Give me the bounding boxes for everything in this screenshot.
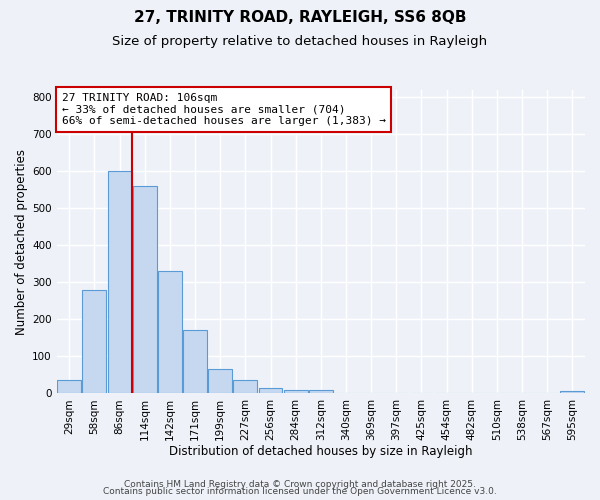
Bar: [57, 380, 81, 394]
Bar: [284, 390, 308, 394]
Bar: [233, 380, 257, 394]
Text: Contains public sector information licensed under the Open Government Licence v3: Contains public sector information licen…: [103, 488, 497, 496]
Bar: [208, 370, 232, 394]
Bar: [158, 272, 182, 394]
Bar: [183, 330, 207, 394]
Bar: [82, 290, 106, 394]
Bar: [133, 186, 157, 394]
Bar: [259, 388, 283, 394]
Text: Contains HM Land Registry data © Crown copyright and database right 2025.: Contains HM Land Registry data © Crown c…: [124, 480, 476, 489]
Bar: [560, 392, 584, 394]
Y-axis label: Number of detached properties: Number of detached properties: [15, 148, 28, 334]
X-axis label: Distribution of detached houses by size in Rayleigh: Distribution of detached houses by size …: [169, 444, 473, 458]
Text: Size of property relative to detached houses in Rayleigh: Size of property relative to detached ho…: [112, 35, 488, 48]
Bar: [309, 390, 333, 394]
Bar: [107, 172, 131, 394]
Text: 27 TRINITY ROAD: 106sqm
← 33% of detached houses are smaller (704)
66% of semi-d: 27 TRINITY ROAD: 106sqm ← 33% of detache…: [62, 93, 386, 126]
Text: 27, TRINITY ROAD, RAYLEIGH, SS6 8QB: 27, TRINITY ROAD, RAYLEIGH, SS6 8QB: [134, 10, 466, 25]
